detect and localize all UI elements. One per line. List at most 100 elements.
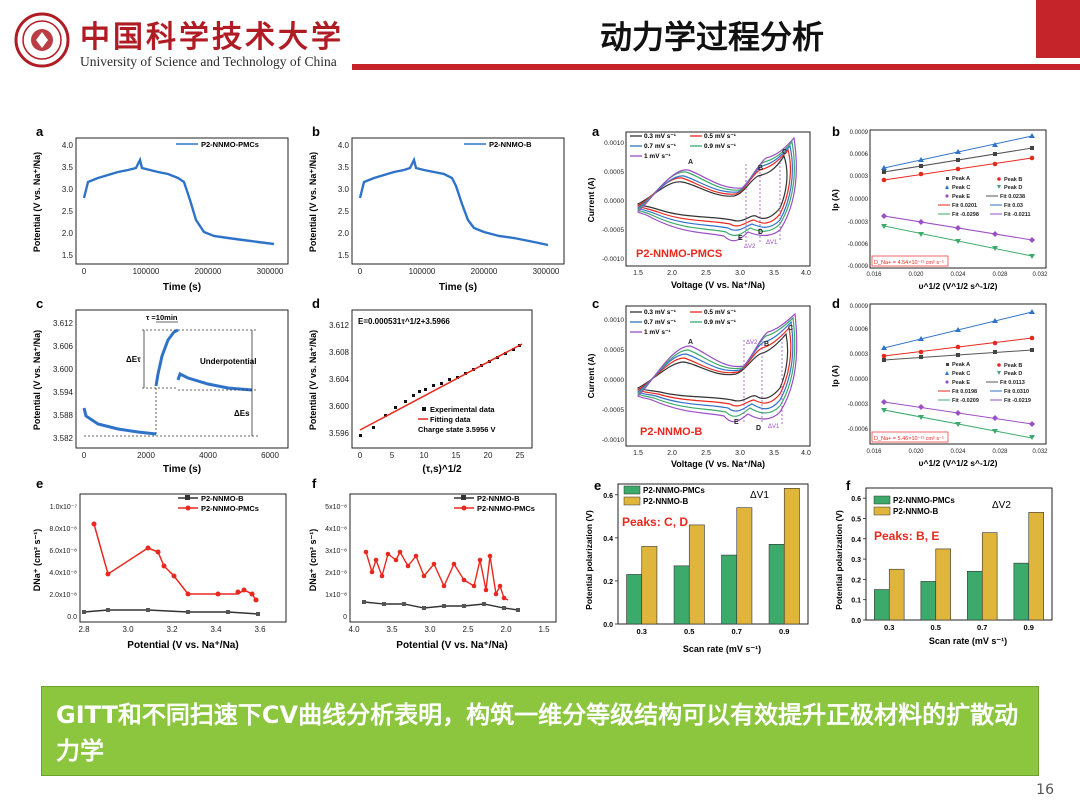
university-name-en: University of Science and Technology of …: [80, 54, 337, 69]
legend-entry: 0.9 mV s⁻¹: [704, 143, 736, 150]
peak-label: E: [738, 235, 743, 242]
gitt-panel-d: d 3.596 3.600 3.604 3.608 3.612 0 5 10 1…: [304, 296, 572, 476]
y-tick: 0.0010: [604, 317, 624, 324]
x-tick: 0.028: [992, 449, 1008, 455]
x-tick: 0.3: [884, 623, 894, 632]
bar-p2-nnmo-b-0.7: [981, 532, 998, 621]
plot-area: [865, 487, 1053, 621]
y-tick: 0.0009: [850, 304, 869, 310]
x-tick: 0.9: [1024, 623, 1034, 632]
legend-entry: Fit -0.0209: [952, 398, 979, 404]
cv-panel-a: a -0.0010 -0.0005 0.0000 0.0005 0.0010 1…: [584, 124, 818, 294]
y-tick: -0.0006: [848, 242, 869, 248]
peak-label: B: [758, 165, 763, 172]
fit-equation: E=0.000531τ^1/2+3.5966: [358, 317, 450, 326]
legend-entry: Fit -0.0219: [1004, 398, 1031, 404]
x-tick: 0.032: [1032, 449, 1048, 455]
x-tick: 0.020: [908, 272, 924, 278]
x-tick: 0.024: [950, 272, 966, 278]
y-tick: 0.0006: [850, 152, 869, 158]
y-tick: 4.0x10⁻⁸: [49, 570, 77, 577]
legend-entry: Fitting data: [430, 415, 471, 424]
y-tick: 4.0: [62, 141, 74, 150]
x-tick: 25: [516, 451, 525, 460]
bar-p2-nnmo-b-0.9: [783, 488, 800, 625]
x-tick: 0.5: [931, 623, 941, 632]
y-axis-label: Potential polarization (V): [834, 510, 844, 610]
series-b: [363, 601, 519, 611]
header: 中国科学技术大学 University of Science and Techn…: [0, 0, 1080, 70]
x-tick: 3.5: [386, 625, 398, 634]
delta-e-s: ΔEs: [234, 409, 250, 418]
gitt-panel-a: a 1.5 2.0 2.5 3.0 3.5 4.0 0 100000 20000…: [28, 124, 296, 296]
bar-p2-nnmo-b-0.7: [736, 507, 753, 625]
legend-entry: Fit 0.0198: [952, 389, 977, 395]
peaks-label: Peaks: B, E: [874, 529, 939, 543]
legend-entry: Fit 0.0113: [1000, 380, 1025, 386]
legend-entry: P2-NNMO-B: [477, 494, 520, 503]
x-tick: 2.0: [500, 625, 512, 634]
y-axis-label: DNa⁺ (cm² s⁻¹): [32, 529, 42, 592]
delta-e-tau: ΔEτ: [126, 355, 141, 364]
y-tick: 3.608: [329, 348, 350, 357]
diffusion-coefficient: D_Na+ = 4.54×10⁻¹¹ cm² s⁻¹: [874, 260, 944, 266]
delta-v-label: ΔV1: [750, 490, 769, 501]
y-tick: 3x10⁻⁸: [325, 548, 347, 555]
legend-entry: P2-NNMO-B: [643, 497, 689, 506]
x-tick: 3.6: [254, 625, 266, 634]
delta-v2: ΔV2: [744, 244, 756, 250]
y-tick: 0.1: [851, 598, 861, 605]
series-b: [83, 609, 259, 615]
x-tick: 3.2: [166, 625, 178, 634]
panel-letter: d: [832, 296, 840, 311]
y-tick: 2x10⁻⁸: [325, 570, 347, 577]
y-tick: 0.0003: [850, 352, 869, 358]
university-name-cn: 中国科学技术大学: [80, 20, 344, 55]
y-tick: 0.4: [603, 536, 613, 543]
y-tick: 0.0: [851, 618, 861, 625]
legend-entry: P2-NNMO-B: [201, 494, 244, 503]
x-tick: 2.5: [462, 625, 474, 634]
y-tick: 0.6: [603, 493, 613, 500]
x-tick: 200000: [195, 267, 222, 276]
y-tick: 0.0000: [604, 198, 624, 205]
legend-entry: Peak B: [1004, 363, 1022, 369]
panel-letter: b: [312, 124, 320, 139]
delta-v1: ΔV1: [768, 424, 780, 430]
y-tick: 3.596: [329, 429, 350, 438]
y-tick: 2.5: [62, 207, 74, 216]
bar-p2-nnmo-pmcs-0.3: [874, 589, 890, 621]
x-axis-label: Scan rate (mV s⁻¹): [929, 636, 1007, 646]
x-axis-label: Time (s): [163, 282, 201, 293]
x-tick: 0: [82, 451, 87, 460]
legend-entry: P2-NNMO-PMCs: [643, 486, 705, 495]
panel-letter: c: [592, 296, 599, 311]
series-pmcs: [365, 550, 509, 601]
x-tick: 300000: [257, 267, 284, 276]
legend-entry: 0.7 mV s⁻¹: [644, 143, 676, 150]
y-tick: 3.5: [338, 163, 350, 172]
y-tick: 0.0009: [850, 130, 869, 136]
university-seal-icon: [14, 12, 70, 68]
legend-entry: 0.9 mV s⁻¹: [704, 319, 736, 326]
header-corner-tab: [1036, 0, 1080, 58]
y-tick: 1.5: [338, 251, 350, 260]
legend-entry: 0.3 mV s⁻¹: [644, 309, 676, 316]
x-tick: 0.016: [866, 272, 882, 278]
bar-p2-nnmo-b-0.9: [1028, 512, 1044, 621]
x-tick: 15: [452, 451, 461, 460]
y-tick: 3.0: [62, 185, 74, 194]
y-tick: 0.3: [851, 557, 861, 564]
y-tick: 3.5: [62, 163, 74, 172]
x-tick: 20: [484, 451, 493, 460]
peak-label: D: [756, 425, 761, 432]
y-tick: 3.600: [53, 365, 74, 374]
x-tick: 3.5: [769, 450, 779, 457]
bar-p2-nnmo-pmcs-0.7: [967, 570, 983, 621]
x-tick: 3.0: [122, 625, 134, 634]
y-axis-label: Current (A): [586, 177, 596, 222]
legend-entry: Fit 0.03: [1004, 203, 1023, 209]
panel-letter: e: [594, 478, 601, 493]
x-axis-label: Voltage (V vs. Na⁺/Na): [671, 280, 765, 290]
x-tick: 3.4: [210, 625, 222, 634]
